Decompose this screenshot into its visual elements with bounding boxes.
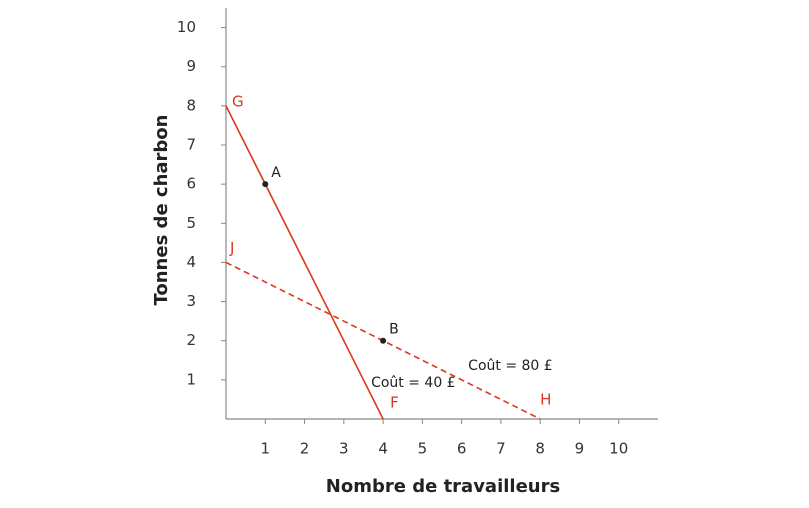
- y-tick-label: 9: [186, 57, 196, 75]
- point-label: B: [389, 322, 399, 338]
- line-end-label: G: [232, 92, 244, 110]
- cost-line: [225, 105, 384, 420]
- y-tick-label: 3: [186, 292, 196, 310]
- x-tick-label: 4: [378, 440, 388, 458]
- y-tick-label: 5: [186, 214, 196, 232]
- x-tick-label: 5: [418, 440, 428, 458]
- x-tick-label: 7: [496, 440, 506, 458]
- x-tick-label: 6: [457, 440, 467, 458]
- x-tick-label: 3: [339, 440, 349, 458]
- y-tick-label: 1: [186, 370, 196, 388]
- y-tick-label: 7: [186, 136, 196, 154]
- x-tick-label: 10: [609, 440, 628, 458]
- x-tick-label: 9: [575, 440, 585, 458]
- x-tick-label: 8: [535, 440, 545, 458]
- point: [262, 181, 269, 188]
- y-tick-label: 2: [186, 331, 196, 349]
- x-axis-label: Nombre de travailleurs: [326, 476, 560, 497]
- cost-label: Coût = 80 £: [468, 358, 553, 374]
- x-tick-label: 2: [300, 440, 310, 458]
- line-end-label: H: [540, 391, 551, 409]
- line-end-label: J: [229, 239, 234, 257]
- y-tick-label: 6: [186, 175, 196, 193]
- y-tick-label: 8: [186, 96, 196, 114]
- x-tick-label: 1: [260, 440, 270, 458]
- y-axis-label: Tonnes de charbon: [151, 114, 172, 305]
- point: [380, 337, 387, 344]
- cost-label: Coût = 40 £: [371, 375, 456, 391]
- y-tick-label: 10: [177, 18, 196, 36]
- point-label: A: [271, 165, 281, 181]
- line-end-label: F: [390, 394, 399, 412]
- y-tick-label: 4: [186, 253, 196, 271]
